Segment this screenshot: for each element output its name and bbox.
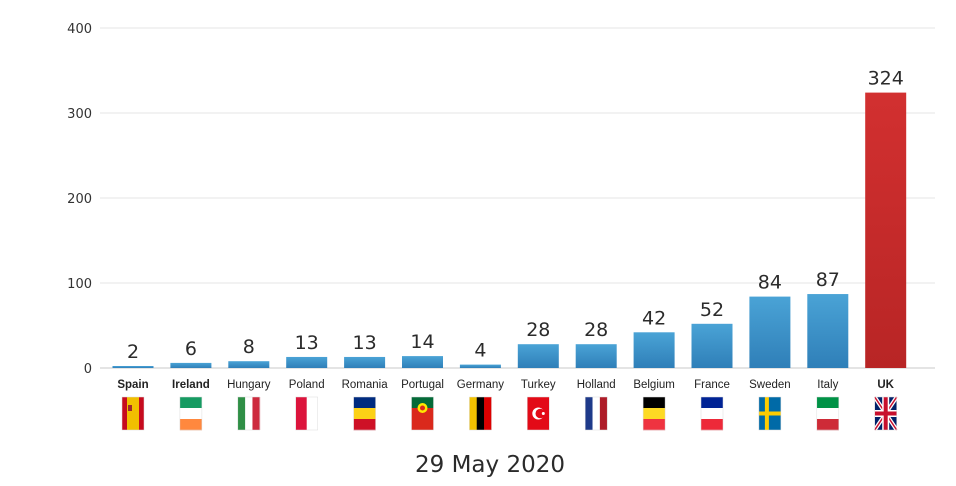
data-label: 42 xyxy=(642,307,666,329)
data-label: 2 xyxy=(127,341,139,363)
portugal-flag-icon xyxy=(411,396,434,431)
data-label: 28 xyxy=(526,319,550,341)
category-label: Spain xyxy=(117,379,148,391)
category-label: Poland xyxy=(289,379,325,391)
y-tick-label: 300 xyxy=(67,107,92,122)
bar-sweden xyxy=(749,296,791,368)
bars xyxy=(112,92,907,368)
ireland-flag-icon xyxy=(179,396,203,431)
italy-flag-icon xyxy=(816,396,840,431)
bar-france xyxy=(691,323,733,368)
category-label: UK xyxy=(877,379,894,391)
poland-flag-icon xyxy=(295,396,318,431)
belgium-flag-icon xyxy=(642,396,666,431)
bar-ireland xyxy=(170,362,212,368)
data-label: 28 xyxy=(584,319,608,341)
bar-uk xyxy=(865,92,907,368)
data-label: 52 xyxy=(700,299,724,321)
bar-spain xyxy=(112,366,154,368)
flags xyxy=(121,395,899,432)
bar-poland xyxy=(286,356,328,368)
turkey-flag-icon xyxy=(527,396,550,431)
y-axis: 0 100 200 300 400 xyxy=(67,22,92,377)
france-flag-icon xyxy=(700,396,724,431)
bar-portugal xyxy=(402,356,443,368)
y-tick-label: 100 xyxy=(67,277,92,292)
category-label: Portugal xyxy=(401,379,444,391)
y-tick-label: 400 xyxy=(67,22,92,37)
bar-romania xyxy=(344,356,386,368)
x-axis-label: 29 May 2020 xyxy=(415,452,565,478)
data-label: 4 xyxy=(474,340,486,362)
data-label: 13 xyxy=(353,332,377,354)
sweden-flag-icon xyxy=(758,396,782,431)
data-label: 87 xyxy=(816,269,840,291)
data-label: 13 xyxy=(295,332,319,354)
data-label: 84 xyxy=(758,272,782,294)
category-label: Hungary xyxy=(227,379,271,391)
category-label: Turkey xyxy=(521,379,556,391)
category-label: France xyxy=(694,379,730,391)
data-label: 324 xyxy=(868,68,904,90)
y-tick-label: 200 xyxy=(67,192,92,207)
bar-holland xyxy=(575,344,617,368)
romania-flag-icon xyxy=(353,396,376,431)
y-tick-label: 0 xyxy=(84,362,92,377)
bar-belgium xyxy=(633,332,675,368)
data-label: 14 xyxy=(410,331,434,353)
category-label: Holland xyxy=(577,379,616,391)
category-label: Germany xyxy=(457,379,505,391)
data-labels: 2 6 8 13 13 14 4 28 28 42 52 84 87 324 xyxy=(127,68,904,363)
bar-italy xyxy=(807,294,849,368)
x-axis-categories: Spain Ireland Hungary Poland Romania Portugal… xyxy=(117,379,894,391)
category-label: Sweden xyxy=(749,379,791,391)
spain-flag-icon xyxy=(121,396,145,431)
category-label: Romania xyxy=(342,379,389,391)
gridlines xyxy=(100,27,935,369)
category-label: Italy xyxy=(817,379,838,391)
holland-flag-icon xyxy=(584,396,608,431)
bar-hungary xyxy=(228,361,270,368)
category-label: Ireland xyxy=(172,379,210,391)
uk-flag-icon xyxy=(873,395,899,432)
hungary-flag-icon xyxy=(237,396,261,431)
category-label: Belgium xyxy=(633,379,675,391)
bar-turkey xyxy=(517,344,559,368)
data-label: 6 xyxy=(185,338,197,360)
bar-germany xyxy=(459,364,501,368)
data-label: 8 xyxy=(243,336,255,358)
germany-flag-icon xyxy=(469,396,492,431)
